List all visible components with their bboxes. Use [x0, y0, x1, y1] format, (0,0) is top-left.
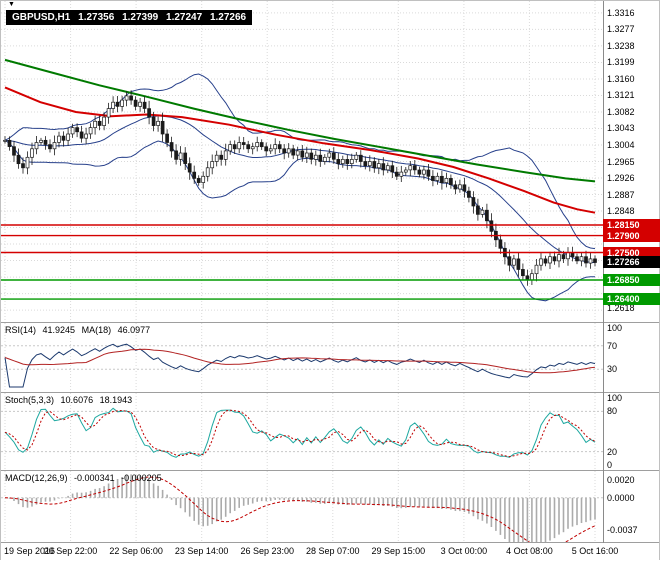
axis-separator: [603, 1, 604, 543]
stoch-tick-label: 0: [607, 460, 613, 470]
time-tick-label: 23 Sep 14:00: [174, 546, 229, 556]
support-level-badge: 1.26400: [603, 293, 660, 306]
rsi-plot[interactable]: [1, 323, 660, 392]
stoch-name: Stoch(5,3,3): [5, 395, 55, 405]
time-tick-label: 20 Sep 22:00: [43, 546, 98, 556]
price-tick-label: 1.2965: [607, 156, 635, 167]
price-tick-label: 1.3004: [607, 139, 635, 150]
stochastic-label: Stoch(5,3,3) 10.6076 18.1943: [5, 395, 136, 405]
stoch-tick-label: 80: [607, 406, 618, 417]
time-tick-label: 5 Oct 16:00: [571, 546, 619, 556]
macd-name: MACD(12,26,9): [5, 473, 68, 483]
chart-dropdown-icon[interactable]: ▼: [8, 1, 15, 8]
candles-layer: [3, 90, 597, 286]
macd-tick-label: -0.0037: [607, 525, 638, 536]
rsi-name: RSI(14): [5, 325, 37, 335]
macd-signal-line: [4, 476, 596, 542]
macd-label: MACD(12,26,9) -0.000341 -0.000205: [5, 473, 166, 483]
rsi-line: [4, 343, 596, 388]
resistance-level-badge: 1.27500: [603, 246, 660, 259]
price-tick-label: 1.3277: [607, 24, 635, 35]
macd-panel[interactable]: MACD(12,26,9) -0.000341 -0.000205 0.0020…: [1, 471, 659, 543]
price-chart-panel[interactable]: ▼ GBPUSD,H1 1.27356 1.27399 1.27247 1.27…: [1, 1, 660, 323]
stochastic-plot[interactable]: [1, 393, 660, 470]
macd-value: -0.000341: [74, 473, 115, 483]
price-tick-label: 1.3160: [607, 73, 635, 84]
macd-plot[interactable]: [1, 471, 660, 542]
rsi-label: RSI(14) 41.9245 MA(18) 46.0977: [5, 325, 154, 335]
time-tick-label: 26 Sep 23:00: [240, 546, 294, 556]
resistance-level-badge: 1.28150: [603, 218, 660, 231]
price-tick-label: 1.3316: [607, 7, 635, 18]
sr-lines: [1, 224, 603, 300]
support-level-badge: 1.26850: [603, 274, 660, 287]
price-tick-label: 1.3199: [607, 57, 635, 68]
ma-green-line: [4, 58, 596, 183]
stoch-k-value: 10.6076: [60, 395, 94, 405]
macd-tick-label: 0.0000: [607, 492, 635, 503]
price-close-value: 1.27266: [209, 12, 247, 23]
rsi-ma-name: MA(18): [81, 325, 112, 335]
price-tick-label: 1.3238: [607, 40, 635, 51]
price-high-value: 1.27399: [122, 12, 159, 23]
stoch-tick-label: 20: [607, 446, 618, 457]
symbol-timeframe-label: GBPUSD,H1: [12, 12, 71, 23]
price-plot[interactable]: [1, 1, 660, 322]
price-tick-label: 1.2848: [607, 206, 635, 217]
price-tick-label: 1.2926: [607, 173, 635, 183]
current-price-badge: 1.27266: [603, 256, 660, 269]
panel-rsi-vgrid: [4, 323, 596, 392]
macd-tick-label: 0.0020: [607, 475, 635, 486]
price-tick-label: 1.3121: [607, 90, 635, 101]
time-tick-label: 28 Sep 07:00: [305, 546, 360, 556]
price-tick-label: 1.2887: [607, 189, 635, 200]
rsi-ma-value: 46.0977: [117, 325, 151, 335]
chart-title: GBPUSD,H1 1.27356 1.27399 1.27247 1.2726…: [6, 10, 253, 25]
time-axis[interactable]: 19 Sep 2016 20 Sep 22:00 22 Sep 06:00 23 Se…: [1, 543, 659, 561]
stoch-signal-value: 18.1943: [99, 395, 133, 405]
macd-signal-value: -0.000205: [121, 473, 162, 483]
price-tick-label: 1.2618: [607, 303, 635, 314]
bollinger-bands: [4, 73, 596, 302]
panel-stoch-vgrid: [4, 393, 596, 470]
rsi-value: 41.9245: [42, 325, 76, 335]
rsi-tick-label: 100: [607, 323, 623, 333]
ma-red-line: [4, 86, 596, 214]
time-tick-label: 4 Oct 08:00: [506, 546, 553, 556]
price-tick-label: 1.3082: [607, 106, 635, 117]
price-tick-label: 1.3043: [607, 123, 635, 134]
time-tick-label: 3 Oct 00:00: [440, 546, 488, 556]
stochastic-panel[interactable]: Stoch(5,3,3) 10.6076 18.1943 100 80 20 0: [1, 393, 659, 471]
macd-histogram: [8, 474, 596, 542]
rsi-tick-label: 70: [607, 340, 618, 351]
stoch-tick-label: 100: [607, 393, 623, 403]
stoch-d-line: [4, 409, 596, 458]
time-tick-label: 29 Sep 15:00: [371, 546, 426, 556]
time-tick-label: 19 Sep 2016: [4, 546, 56, 556]
price-low-value: 1.27247: [166, 12, 203, 23]
rsi-ma-line: [4, 348, 596, 374]
main-vgrid: [4, 1, 596, 322]
rsi-tick-label: 30: [607, 364, 618, 375]
stoch-k-line: [4, 407, 596, 458]
price-open-value: 1.27356: [78, 12, 115, 23]
resistance-level-badge: 1.27900: [603, 229, 660, 242]
time-tick-label: 22 Sep 06:00: [109, 546, 163, 556]
rsi-panel[interactable]: RSI(14) 41.9245 MA(18) 46.0977 100 70 30: [1, 323, 659, 393]
